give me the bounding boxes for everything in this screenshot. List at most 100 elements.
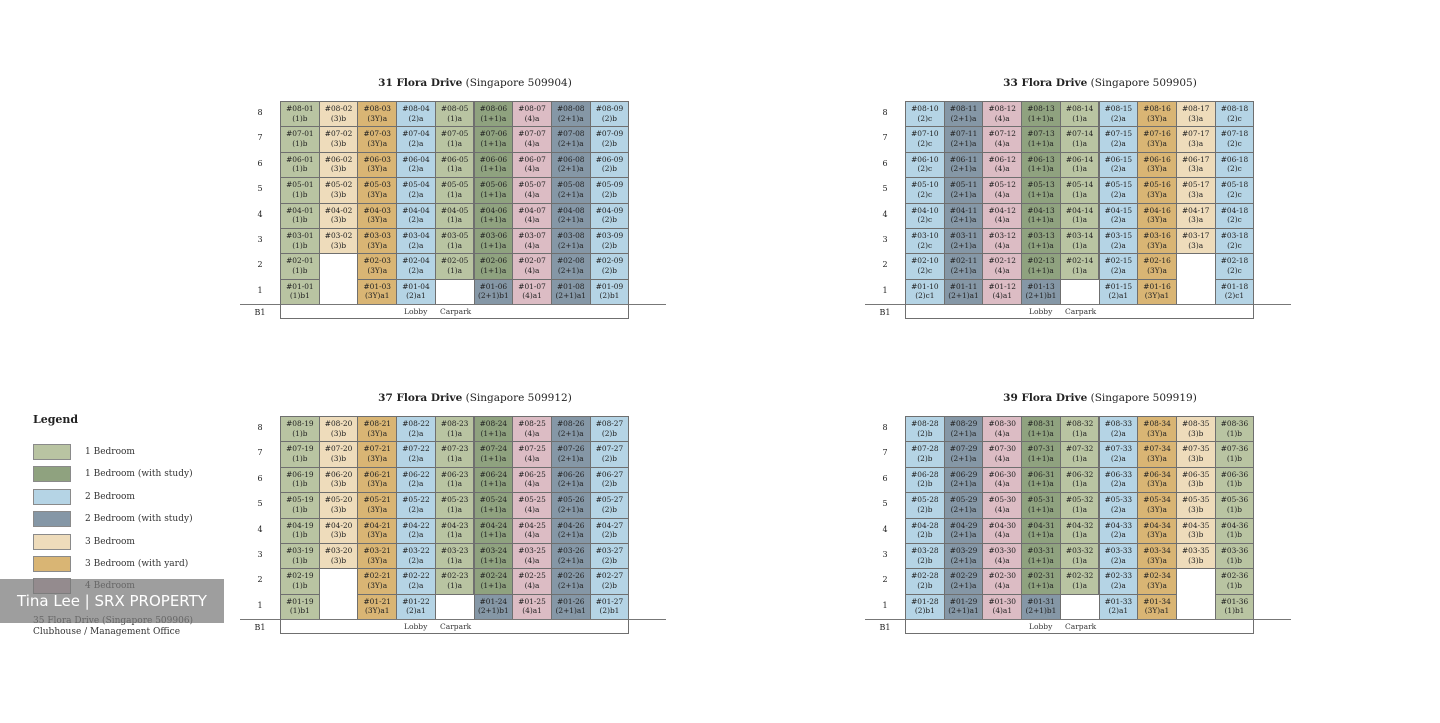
unit-type: (1)a <box>447 164 463 174</box>
unit-number: #08-33 <box>1104 419 1133 428</box>
unit-type: (2)c <box>1227 113 1242 123</box>
unit-type: (3)b <box>330 113 347 123</box>
unit-number: #04-18 <box>1220 205 1249 215</box>
unit-type: (1)b <box>1226 428 1243 438</box>
unit-number: #04-08 <box>556 205 585 215</box>
unit-number: #04-28 <box>911 520 939 530</box>
legend-label: 3 Bedroom <box>85 536 135 547</box>
unit-cell: #01-08 (2+1)a1 <box>550 278 591 306</box>
unit-cell: #02-18 (2)c <box>1214 253 1255 280</box>
unit-type: (2)b1 <box>599 291 620 301</box>
unit-cell: #04-30 (4)a <box>982 517 1023 544</box>
unit-cell: #04-07 (4)a <box>512 202 552 229</box>
unit-cell: #04-34 (3Y)a <box>1137 517 1177 544</box>
unit-cell: #06-25 (4)a <box>512 466 552 494</box>
unit-type: (2)b1 <box>914 606 935 616</box>
unit-type: (3Y)a <box>367 530 388 540</box>
unit-cell: #06-12 (4)a <box>982 151 1023 179</box>
unit-number: #08-19 <box>286 419 314 428</box>
unit-type: (2+1)a <box>950 479 977 489</box>
unit-cell: #01-01 (1)b1 <box>280 278 320 306</box>
unit-number: #01-01 <box>286 281 314 291</box>
unit-type: (1)b1 <box>289 606 310 616</box>
unit-type: (2+1)a <box>950 580 977 590</box>
unit-number: #03-12 <box>988 231 1016 240</box>
unit-type: (1)b <box>292 428 308 438</box>
unit-type: (2)c <box>917 189 933 199</box>
unit-cell: #03-10 (2)c <box>905 228 945 255</box>
legend-item: 2 Bedroom <box>33 488 253 507</box>
unit-cell: #08-30 (4)a <box>982 416 1023 443</box>
unit-number: #05-16 <box>1143 180 1171 190</box>
unit-cell: #03-23 (1)a <box>434 543 475 570</box>
unit-type: (2+1)a <box>950 164 977 174</box>
legend-swatch <box>33 533 71 550</box>
unit-type: (2)b <box>601 215 618 225</box>
block-name: 33 Flora Drive <box>1003 77 1088 89</box>
unit-type: (2)a <box>408 265 424 275</box>
unit-cell: #02-15 (2)a <box>1098 253 1139 280</box>
unit-type: (1)b <box>292 580 308 590</box>
unit-type: (3)b <box>330 138 347 148</box>
unit-cell: #04-15 (2)a <box>1098 202 1139 229</box>
unit-type: (1+1)a <box>1028 555 1054 565</box>
unit-type: (3Y)a <box>367 215 388 225</box>
unit-cell: #05-01 (1)b <box>280 177 320 204</box>
unit-cell: #03-11 (2+1)a <box>943 228 984 255</box>
unit-type: (3)b <box>330 479 347 489</box>
unit-cell: #01-11 (2+1)a1 <box>943 278 984 306</box>
unit-type: (1)b <box>292 453 308 463</box>
unit-type: (2)a <box>1110 164 1126 174</box>
unit-cell: #08-08 (2+1)a <box>550 101 591 128</box>
basement-box: Lobby Carpark <box>905 619 1255 635</box>
legend-label: 3 Bedroom (with yard) <box>85 559 189 569</box>
unit-number: #04-07 <box>518 205 546 215</box>
unit-type: (2)b <box>601 428 618 438</box>
unit-cell: #05-07 (4)a <box>512 177 552 204</box>
unit-cell: #05-26 (2+1)a <box>550 492 591 519</box>
floor-label: 1 <box>257 285 263 295</box>
unit-cell: #03-30 (4)a <box>982 543 1023 570</box>
unit-cell: #05-28 (2)b <box>905 492 945 519</box>
unit-number: #02-10 <box>911 256 939 266</box>
unit-type: (2)a <box>408 189 424 199</box>
unit-number: #05-04 <box>402 180 430 190</box>
unit-cell: #01-33 (2)a1 <box>1098 593 1139 621</box>
unit-cell: #03-09 (2)b <box>589 228 630 255</box>
unit-number: #05-08 <box>556 180 585 190</box>
unit-type: (1)b1 <box>289 291 310 301</box>
unit-cell: #07-10 (2)c <box>905 126 945 153</box>
unit-cell: #07-28 (2)b <box>905 441 945 468</box>
unit-type: (3)b <box>330 215 347 225</box>
unit-number: #08-03 <box>363 104 391 113</box>
unit-cell: #06-33 (2)a <box>1098 466 1139 494</box>
unit-type: (3Y)a1 <box>1144 606 1170 616</box>
unit-cell: #06-32 (1)a <box>1059 466 1100 494</box>
unit-number: #07-06 <box>479 129 508 139</box>
unit-number: #07-10 <box>911 129 939 139</box>
unit-type: (2)b <box>601 240 618 250</box>
unit-cell: #03-24 (1+1)a <box>473 543 514 570</box>
unit-cell: #08-05 (1)a <box>434 101 475 128</box>
unit-type: (3Y)a <box>1147 428 1167 438</box>
unit-type: (3Y)a <box>1147 504 1167 514</box>
unit-type: (1)a <box>1072 530 1088 540</box>
unit-type: (2+1)a <box>557 479 584 489</box>
carpark-label: Carpark <box>1065 622 1097 632</box>
unit-number: #03-21 <box>363 546 391 555</box>
unit-type: (2)a <box>1110 479 1126 489</box>
unit-number: #07-16 <box>1143 129 1171 139</box>
unit-type: (4)a <box>524 453 540 463</box>
unit-number: #02-32 <box>1065 571 1094 581</box>
unit-type: (3)b <box>330 453 347 463</box>
unit-number: #01-15 <box>1104 281 1133 291</box>
unit-type: (2+1)a <box>950 240 977 250</box>
unit-type: (2)a <box>408 113 424 123</box>
unit-type: (2+1)a <box>557 453 584 463</box>
unit-cell: #04-36 (1)b <box>1214 517 1255 544</box>
unit-number: #08-09 <box>595 104 624 113</box>
unit-number: #08-21 <box>363 419 391 428</box>
unit-cell: #07-34 (3Y)a <box>1137 441 1177 468</box>
unit-number: #03-09 <box>595 231 624 240</box>
unit-type: (1)a <box>447 240 463 250</box>
